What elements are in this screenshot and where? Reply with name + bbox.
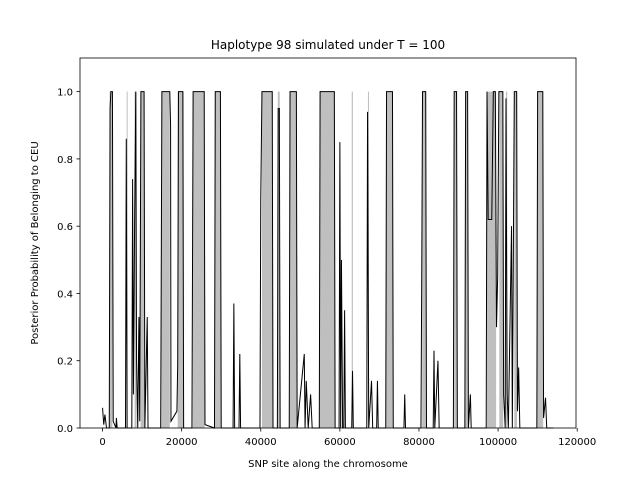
shaded-region: [454, 91, 457, 429]
y-tick-label: 0.0: [57, 424, 73, 435]
shaded-region: [499, 91, 504, 429]
shaded-region: [289, 91, 297, 429]
shaded-region: [514, 91, 518, 429]
x-tick-label: 60000: [324, 437, 356, 448]
shaded-region: [177, 91, 184, 429]
plot-frame: [79, 57, 577, 429]
y-tick-label: 0.6: [57, 222, 73, 233]
shaded-region: [319, 91, 335, 429]
x-tick-label: 20000: [166, 437, 198, 448]
shaded-region: [192, 91, 205, 429]
shaded-region: [465, 91, 469, 429]
y-axis-label: Posterior Probability of Belonging to CE…: [30, 141, 41, 344]
x-axis-label: SNP site along the chromosome: [248, 459, 408, 470]
shaded-region: [126, 91, 128, 429]
shaded-region: [487, 91, 497, 429]
shaded-region: [134, 91, 137, 429]
shaded-region: [261, 91, 273, 429]
x-tick-label: 80000: [403, 437, 435, 448]
y-tick-label: 1.0: [57, 88, 73, 99]
shaded-region: [161, 91, 170, 429]
x-tick-label: 40000: [245, 437, 277, 448]
x-tick-label: 0: [99, 437, 105, 448]
y-tick-label: 0.8: [57, 155, 73, 166]
shaded-region: [140, 91, 145, 429]
y-tick-label: 0.4: [57, 289, 73, 300]
x-tick-label: 100000: [479, 437, 517, 448]
shaded-region: [214, 91, 221, 429]
shaded-region: [386, 91, 393, 429]
shaded-region: [109, 91, 113, 429]
chart-title: Haplotype 98 simulated under T = 100: [211, 38, 445, 52]
shaded-region: [277, 91, 280, 429]
shaded-region: [351, 91, 353, 429]
shaded-region: [422, 91, 427, 429]
x-tick-label: 120000: [558, 437, 596, 448]
y-tick-label: 0.2: [57, 357, 73, 368]
shaded-region: [537, 91, 544, 429]
